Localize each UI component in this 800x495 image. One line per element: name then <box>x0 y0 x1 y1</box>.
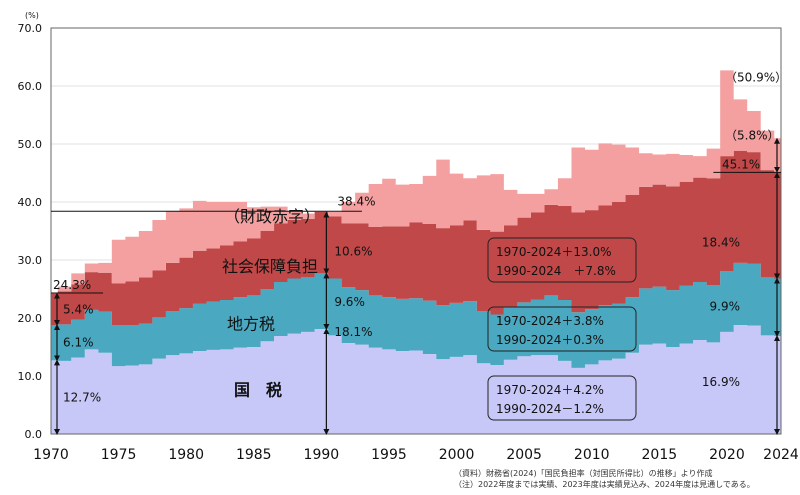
y-tick-label: 50.0 <box>18 138 43 151</box>
total-label-1990: 38.4% <box>337 194 375 208</box>
series-label-social: 社会保障負担 <box>222 257 318 276</box>
area-（財政赤字） <box>51 70 781 294</box>
x-tick-label: 1995 <box>371 447 407 463</box>
x-tick-label: 2024 <box>763 447 799 463</box>
area-社会保障負担 <box>51 150 781 325</box>
change-box <box>487 237 637 283</box>
series-label-tax: 国 税 <box>234 381 282 400</box>
x-tick-label: 1975 <box>101 447 137 463</box>
x-tick-label: 2010 <box>574 447 610 463</box>
change-box-line1: 1970-2024＋4.2% <box>496 383 604 397</box>
series-label-local: 地方税 <box>227 314 275 333</box>
area-地方税 <box>51 262 781 368</box>
y-tick-label: 70.0 <box>18 22 43 35</box>
x-tick-label: 1980 <box>168 447 204 463</box>
change-box <box>487 375 637 421</box>
y-unit-label: (%) <box>25 11 39 20</box>
annotations: 24.3% 12.7% 6.1% 5.4% 38.4% 18.1% 9.6% 10.6% （50… <box>51 70 787 435</box>
change-box-line2: 1990-2024 ＋7.8% <box>496 264 616 278</box>
y-tick-label: 20.0 <box>18 312 43 325</box>
y-tick-label: 40.0 <box>18 196 43 209</box>
change-box-line2: 1990-2024＋0.3% <box>496 333 604 347</box>
y-tick-label: 60.0 <box>18 80 43 93</box>
change-box-line2: 1990-2024－1.2% <box>496 402 604 416</box>
social-label-1990: 10.6% <box>334 244 372 258</box>
change-box-line1: 1970-2024＋13.0% <box>496 245 612 259</box>
tax-label-1970: 12.7% <box>63 390 101 404</box>
tax-label-1990: 18.1% <box>334 325 372 339</box>
change-box-line1: 1970-2024＋3.8% <box>496 314 604 328</box>
y-tick-label: 10.0 <box>18 370 43 383</box>
x-tick-label: 2015 <box>642 447 678 463</box>
x-tick-label: 2020 <box>709 447 745 463</box>
source-note-line2: （注）2022年度までは実績、2023年度は実績見込み、2024年度は見通しであ… <box>454 480 755 489</box>
x-tick-label: 1985 <box>236 447 272 463</box>
tax-label-2024: 16.9% <box>702 375 740 389</box>
local-label-2024: 9.9% <box>710 299 741 313</box>
x-tick-label: 1970 <box>33 447 69 463</box>
change-box <box>487 306 637 352</box>
series-label-deficit: （財政赤字） <box>224 207 320 226</box>
local-label-1990: 9.6% <box>334 295 365 309</box>
source-note-line1: （資料）財務省(2024)「国民負担率（対国民所得比）の推移」より作成 <box>454 469 713 478</box>
plot-frame <box>50 27 782 435</box>
area-series <box>51 70 781 434</box>
source-note: （資料）財務省(2024)「国民負担率（対国民所得比）の推移」より作成 （注）2… <box>454 468 755 490</box>
axes: 0.0 10.0 20.0 30.0 40.0 50.0 60.0 70.0 (%) 1970 19… <box>18 11 799 463</box>
x-tick-label: 2005 <box>506 447 542 463</box>
burden-label-2024: 45.1% <box>722 157 760 171</box>
y-tick-label: 30.0 <box>18 254 43 267</box>
social-label-1970: 5.4% <box>63 302 94 316</box>
total-label-1970: 24.3% <box>53 278 91 292</box>
total-label-2024: （50.9%） <box>725 70 787 84</box>
deficit-label-2024: （5.8%） <box>725 129 780 143</box>
local-label-1970: 6.1% <box>63 335 94 349</box>
social-label-2024: 18.4% <box>702 236 740 250</box>
y-tick-label: 0.0 <box>25 428 43 441</box>
x-tick-label: 2000 <box>439 447 475 463</box>
x-tick-label: 1990 <box>304 447 340 463</box>
area-国 税 <box>51 324 781 434</box>
